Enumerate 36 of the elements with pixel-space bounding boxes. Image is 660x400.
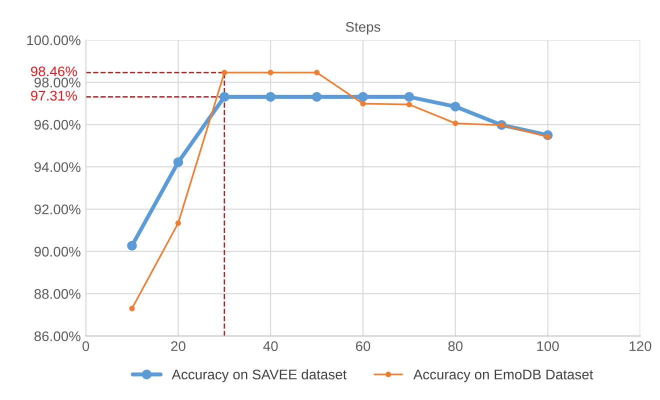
x-tick-label: 40 — [263, 341, 278, 352]
x-tick-label: 20 — [171, 341, 186, 352]
point — [222, 70, 228, 76]
x-tick-label: 60 — [356, 341, 370, 352]
y-tick-label: 92.00% — [34, 204, 80, 214]
x-tick-label: 80 — [448, 341, 463, 352]
point — [452, 120, 458, 126]
point — [450, 102, 460, 112]
x-tick-label: 120 — [630, 341, 652, 352]
ref-line-label: 98.46% — [31, 66, 77, 76]
point — [127, 240, 137, 251]
point — [358, 92, 368, 102]
y-tick-label: 86.00% — [34, 331, 80, 342]
x-tick-label: 0 — [82, 341, 90, 352]
y-tick-label: 100.00% — [27, 35, 80, 46]
point — [266, 92, 276, 102]
y-tick-label: 96.00% — [34, 120, 80, 130]
y-tick-label: 90.00% — [34, 246, 80, 257]
point — [129, 306, 135, 312]
y-tick-label: 98.00% — [34, 78, 80, 88]
x-tick-label: 100 — [537, 341, 559, 352]
point — [173, 157, 184, 168]
legend-label: Accuracy on SAVEE dataset — [172, 369, 347, 382]
ref-line-label: 97.31% — [31, 90, 77, 101]
y-tick-label: 94.00% — [34, 162, 80, 172]
point — [175, 220, 181, 226]
y-tick-label: 88.00% — [34, 289, 80, 299]
point — [220, 92, 230, 102]
chart-title: Steps — [346, 22, 380, 35]
point — [312, 92, 322, 102]
legend-label: Accuracy on EmoDB Dataset — [413, 370, 594, 382]
point — [314, 70, 320, 76]
point — [268, 70, 274, 76]
point — [404, 92, 414, 102]
point — [406, 102, 412, 108]
point — [360, 100, 366, 106]
